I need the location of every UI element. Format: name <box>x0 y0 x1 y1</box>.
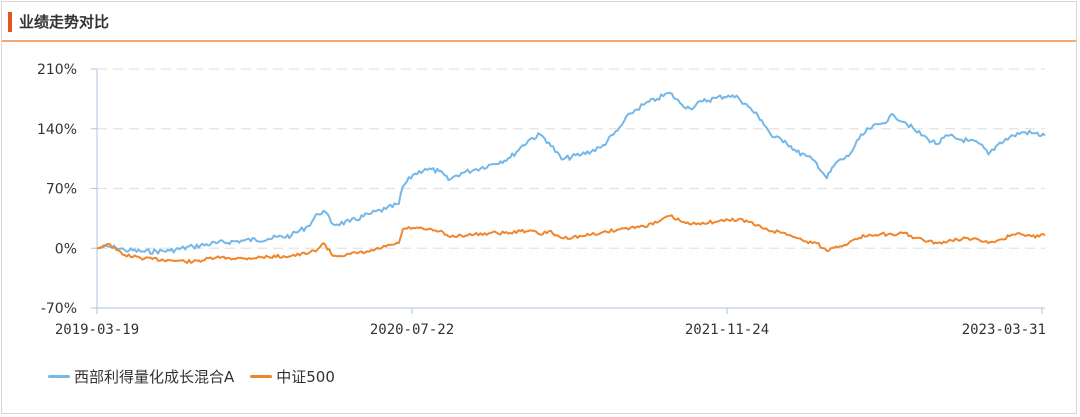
series-line-index <box>96 214 1046 264</box>
legend-item-fund[interactable]: 西部利得量化成长混合A <box>48 366 234 387</box>
legend-label-index: 中证500 <box>276 367 335 386</box>
y-tick-label: 210% <box>37 62 77 78</box>
chart-legend: 西部利得量化成长混合A 中证500 <box>48 366 351 386</box>
legend-item-index[interactable]: 中证500 <box>250 366 335 387</box>
x-tick-label: 2020-07-22 <box>370 322 454 338</box>
legend-swatch-fund <box>48 374 70 378</box>
section-header: 业绩走势对比 <box>2 2 1076 42</box>
y-tick-label: 70% <box>46 182 77 198</box>
y-tick-label: 140% <box>37 122 77 138</box>
x-tick-label: 2023-03-31 <box>962 322 1046 338</box>
section-title: 业绩走势对比 <box>19 13 110 31</box>
x-tick-label: 2021-11-24 <box>685 322 769 338</box>
legend-swatch-index <box>250 374 273 378</box>
y-tick-label: -70% <box>41 301 77 317</box>
series-line-fund <box>96 91 1046 255</box>
header-accent-bar <box>8 12 12 32</box>
legend-label-fund: 西部利得量化成长混合A <box>74 367 235 386</box>
y-tick-label: 0% <box>55 241 77 257</box>
x-tick-label: 2019-03-19 <box>55 322 139 338</box>
